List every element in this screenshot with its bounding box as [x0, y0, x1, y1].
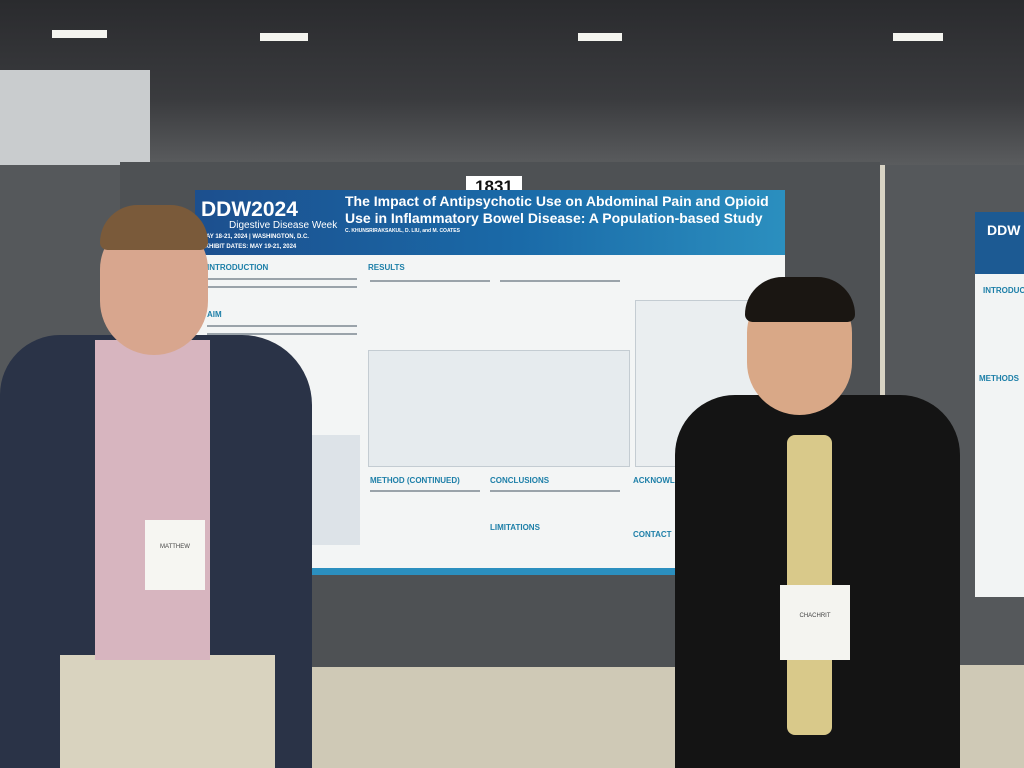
badge: CHACHRIT: [780, 585, 850, 660]
side-logo: DDW: [987, 222, 1021, 238]
text-line: [207, 278, 357, 280]
section-heading: METHODS: [979, 374, 1019, 383]
ceiling-light: [52, 30, 107, 38]
text-line: [500, 280, 620, 282]
exhibit-dates: EXHIBIT DATES: MAY 19-21, 2024: [201, 244, 297, 250]
side-poster-header: DDW: [975, 212, 1024, 274]
text-line: [207, 325, 357, 327]
hair: [100, 205, 208, 250]
section-heading: METHOD (CONTINUED): [370, 476, 460, 485]
figure-panel: [368, 350, 630, 467]
shirt: [95, 340, 210, 660]
section-heading: RESULTS: [368, 263, 405, 272]
text-line: [490, 490, 620, 492]
section-heading: CONTACT: [633, 530, 672, 539]
trousers: [60, 655, 275, 768]
section-heading: CONCLUSIONS: [490, 476, 550, 485]
authors: C. KHUNSRIRAKSAKUL, D. LIU, and M. COATE…: [345, 228, 460, 234]
badge-name: CHACHRIT: [799, 613, 831, 619]
section-heading: AIM: [207, 310, 222, 319]
text-line: [370, 280, 490, 282]
text-line: [207, 333, 357, 335]
dates: MAY 18-21, 2024 | WASHINGTON, D.C.: [201, 234, 309, 240]
badge-name: MATTHEW: [160, 544, 190, 550]
ceiling-light: [578, 33, 622, 41]
ceiling-light: [260, 33, 308, 41]
poster-header: DDW2024 Digestive Disease Week MAY 18-21…: [195, 190, 785, 255]
poster-title: The Impact of Antipsychotic Use on Abdom…: [345, 193, 769, 226]
ceiling: [0, 0, 1024, 165]
logo: DDW2024: [201, 198, 298, 221]
logo-subtitle: Digestive Disease Week: [229, 220, 338, 231]
person: MATTHEW: [0, 200, 320, 768]
badge: MATTHEW: [145, 520, 205, 590]
side-poster: DDW INTRODUCTION METHODS: [975, 212, 1024, 597]
person: CHACHRIT: [675, 275, 965, 768]
text-line: [207, 286, 357, 288]
section-heading: INTRODUCTION: [983, 286, 1024, 295]
section-heading: INTRODUCTION: [207, 263, 269, 272]
section-heading: LIMITATIONS: [490, 523, 540, 532]
text-line: [370, 490, 480, 492]
hair: [745, 277, 855, 322]
wall: [0, 70, 150, 170]
table-panel: [305, 435, 360, 545]
poster-footer: [195, 568, 785, 575]
ceiling-light: [893, 33, 943, 41]
